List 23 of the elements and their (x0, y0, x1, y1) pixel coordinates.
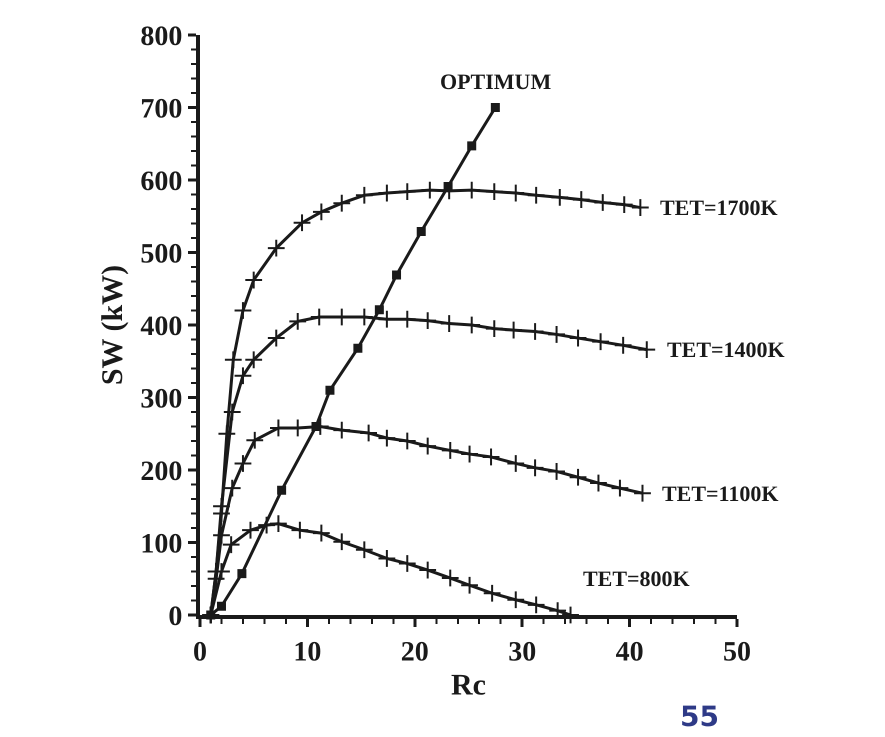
series-label: TET=800K (583, 566, 690, 591)
y-tick-label: 600 (140, 166, 182, 197)
y-tick-label: 300 (140, 383, 182, 414)
x-tick-label: 20 (400, 636, 429, 668)
series-label: TET=1700K (660, 195, 778, 220)
y-tick-label: 100 (140, 528, 182, 560)
series-label: TET=1400K (667, 337, 785, 362)
y-tick-label: 200 (140, 456, 182, 487)
y-tick-label: 400 (140, 310, 182, 342)
x-tick-label: 50 (723, 636, 751, 668)
x-tick-label: 0 (193, 636, 207, 668)
series-label: OPTIMUM (440, 69, 552, 94)
x-tick-label: 40 (616, 636, 644, 668)
x-tick-label: 30 (508, 636, 536, 668)
y-tick-label: 800 (140, 20, 182, 52)
series-label: TET=1100K (662, 481, 778, 506)
y-tick-label: 500 (140, 238, 182, 270)
text: 55 (680, 700, 719, 733)
y-tick-label: 700 (140, 93, 182, 124)
x-axis-title: Rc (451, 668, 486, 702)
y-tick-label: 0 (168, 600, 182, 632)
x-tick-label: 10 (293, 636, 322, 668)
y-axis-title: SW (kW) (96, 264, 129, 386)
